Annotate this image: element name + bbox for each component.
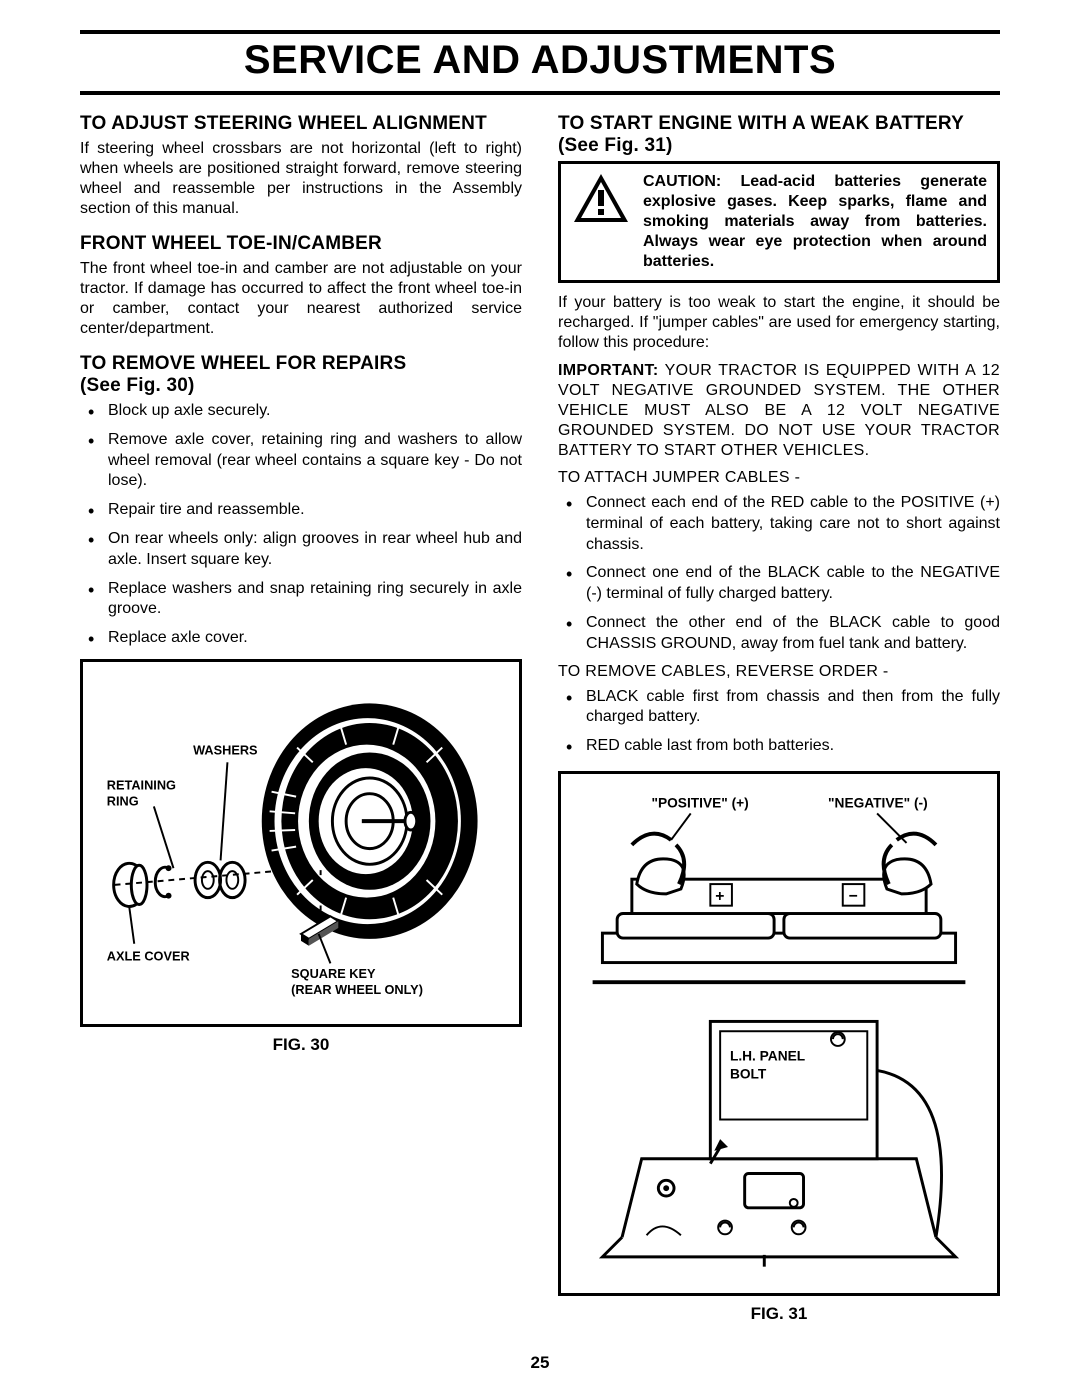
para-recharge: If your battery is too weak to start the… <box>558 293 1000 353</box>
heading-remove-wheel: TO REMOVE WHEEL FOR REPAIRS (See Fig. 30… <box>80 353 522 397</box>
para-steering-alignment: If steering wheel crossbars are not hori… <box>80 139 522 219</box>
list-item: Replace washers and snap retaining ring … <box>80 579 522 621</box>
heading-remove-wheel-b: (See Fig. 30) <box>80 375 195 396</box>
heading-remove-wheel-a: TO REMOVE WHEEL FOR REPAIRS <box>80 353 406 374</box>
heading-weak-battery: TO START ENGINE WITH A WEAK BATTERY (See… <box>558 113 1000 157</box>
fig31-label-bolt: BOLT <box>730 1066 767 1081</box>
fig31-caption: FIG. 31 <box>558 1304 1000 1324</box>
heading-toe-in-camber: FRONT WHEEL TOE-IN/CAMBER <box>80 233 522 255</box>
fig31-label-negative: "NEGATIVE" (-) <box>828 796 928 811</box>
heading-weak-battery-a: TO START ENGINE WITH A WEAK BATTERY <box>558 113 964 134</box>
fig30-caption: FIG. 30 <box>80 1035 522 1055</box>
list-item: Repair tire and reassemble. <box>80 500 522 521</box>
list-item: On rear wheels only: align grooves in re… <box>80 529 522 571</box>
fig30-label-axle-cover: AXLE COVER <box>107 948 190 963</box>
fig31-label-lh-panel: L.H. PANEL <box>730 1049 805 1064</box>
svg-text:+: + <box>715 888 724 905</box>
list-item: Connect one end of the BLACK cable to th… <box>558 563 1000 605</box>
figure-30: WASHERS RETAINING RING AXLE COVER SQUARE… <box>80 659 522 1028</box>
heading-weak-battery-b: (See Fig. 31) <box>558 135 673 156</box>
attach-heading: TO ATTACH JUMPER CABLES - <box>558 469 1000 487</box>
list-item: Replace axle cover. <box>80 628 522 649</box>
right-column: TO START ENGINE WITH A WEAK BATTERY (See… <box>558 113 1000 1324</box>
list-item: Connect each end of the RED cable to the… <box>558 493 1000 555</box>
fig30-label-ring: RING <box>107 793 139 808</box>
svg-text:−: − <box>849 888 858 905</box>
remove-list: BLACK cable first from chassis and then … <box>558 687 1000 757</box>
list-item: Connect the other end of the BLACK cable… <box>558 613 1000 655</box>
fig31-label-positive: "POSITIVE" (+) <box>651 796 748 811</box>
figure-31: "POSITIVE" (+) "NEGATIVE" (-) + − <box>558 771 1000 1296</box>
columns: TO ADJUST STEERING WHEEL ALIGNMENT If st… <box>80 113 1000 1324</box>
fig30-label-retaining: RETAINING <box>107 778 176 793</box>
figure-30-svg: WASHERS RETAINING RING AXLE COVER SQUARE… <box>95 674 507 1008</box>
top-rule <box>80 30 1000 34</box>
warning-icon <box>571 172 631 226</box>
para-toe-in-camber: The front wheel toe-in and camber are no… <box>80 259 522 339</box>
list-item: BLACK cable first from chassis and then … <box>558 687 1000 729</box>
caution-box: CAUTION: Lead-acid batteries generate ex… <box>558 161 1000 283</box>
list-item: RED cable last from both batteries. <box>558 736 1000 757</box>
heading-steering-alignment: TO ADJUST STEERING WHEEL ALIGNMENT <box>80 113 522 135</box>
list-item: Block up axle securely. <box>80 401 522 422</box>
page-number: 25 <box>0 1353 1080 1373</box>
caution-text: CAUTION: Lead-acid batteries generate ex… <box>643 172 987 272</box>
list-item: Remove axle cover, retaining ring and wa… <box>80 430 522 492</box>
fig30-label-rear-only: (REAR WHEEL ONLY) <box>291 982 423 997</box>
attach-list: Connect each end of the RED cable to the… <box>558 493 1000 655</box>
remove-heading: TO REMOVE CABLES, REVERSE ORDER - <box>558 663 1000 681</box>
page-title: SERVICE AND ADJUSTMENTS <box>80 38 1000 95</box>
left-column: TO ADJUST STEERING WHEEL ALIGNMENT If st… <box>80 113 522 1324</box>
figure-31-svg: "POSITIVE" (+) "NEGATIVE" (-) + − <box>573 786 985 1276</box>
fig30-label-washers: WASHERS <box>193 742 257 757</box>
fig30-label-square-key: SQUARE KEY <box>291 966 376 981</box>
important-note: IMPORTANT: YOUR TRACTOR IS EQUIPPED WITH… <box>558 361 1000 461</box>
remove-wheel-list: Block up axle securely. Remove axle cove… <box>80 401 522 649</box>
